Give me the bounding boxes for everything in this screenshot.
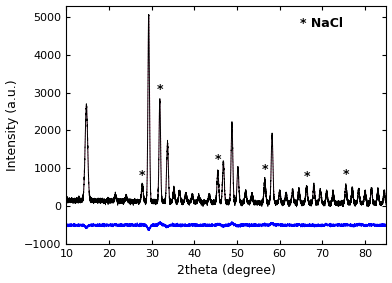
Text: *: * xyxy=(156,83,163,96)
Text: *: * xyxy=(303,170,310,183)
Text: *: * xyxy=(261,163,268,175)
Y-axis label: Intensity (a.u.): Intensity (a.u.) xyxy=(5,79,18,171)
Text: * NaCl: * NaCl xyxy=(300,18,343,31)
X-axis label: 2theta (degree): 2theta (degree) xyxy=(177,264,276,277)
Text: *: * xyxy=(214,153,221,166)
Text: *: * xyxy=(343,168,349,181)
Text: *: * xyxy=(139,170,145,183)
